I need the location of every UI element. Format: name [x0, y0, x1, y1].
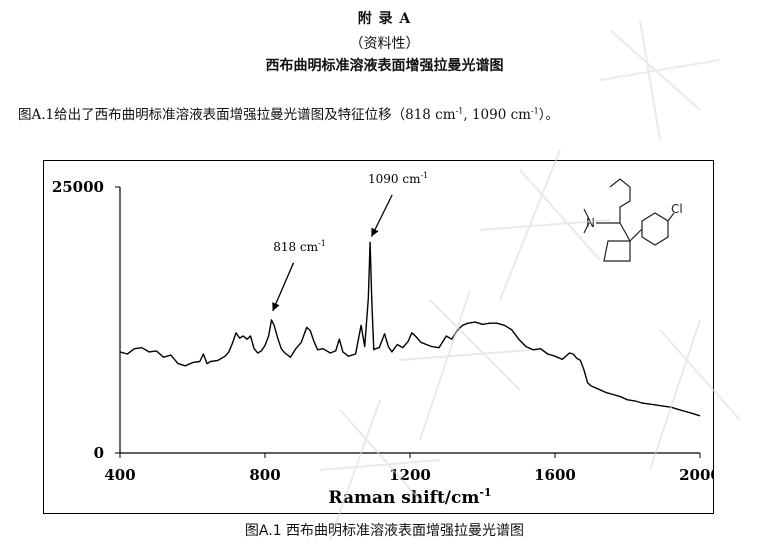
para-sup-1: -1 [455, 106, 464, 116]
annotation-arrowhead [371, 227, 379, 237]
chart-annotations: 818 cm-1 1090 cm-1 [272, 171, 428, 312]
x-tick-label: 1600 [534, 466, 576, 484]
para-text-before: 图A.1给出了西布曲明标准溶液表面增强拉曼光谱图及特征位移（818 cm [18, 107, 456, 123]
x-tick-label: 400 [104, 466, 135, 484]
chart-plot [119, 241, 701, 417]
section-title: 西布曲明标准溶液表面增强拉曼光谱图 [265, 58, 504, 74]
figure-caption: 图A.1 西布曲明标准溶液表面增强拉曼光谱图 [244, 523, 525, 539]
spectrum-line [119, 241, 701, 417]
annotation-arrow [272, 262, 295, 312]
appendix-note: （资料性） [349, 36, 420, 52]
structure-bond-aryl [629, 228, 643, 242]
y-tick-label: 0 [94, 444, 104, 462]
chemical-structure [583, 178, 675, 262]
x-axis-label: Raman shift/cm-1 [328, 486, 491, 508]
structure-benzene-ring [641, 212, 669, 246]
appendix-title: 附 录 A [357, 11, 412, 27]
para-sup-2: -1 [530, 106, 539, 116]
para-text-middle: , 1090 cm [463, 107, 531, 123]
x-tick-label: 800 [249, 466, 280, 484]
intro-paragraph: 图A.1给出了西布曲明标准溶液表面增强拉曼光谱图及特征位移（818 cm-1, … [18, 103, 559, 124]
structure-bonds-chain [609, 178, 631, 223]
structure-cyclobutane [603, 222, 632, 262]
annotation-arrowhead [272, 302, 280, 312]
y-tick-label: 25000 [52, 178, 104, 196]
structure-cl-label: Cl [671, 202, 683, 216]
chart-axes [119, 187, 700, 454]
x-tick-label: 1200 [389, 466, 431, 484]
para-text-after: ）。 [538, 107, 559, 123]
annotation-label: 818 cm-1 [273, 239, 326, 254]
structure-n-label: N [586, 216, 595, 230]
annotation-label: 1090 cm-1 [368, 171, 428, 186]
structure-bond-cl [667, 212, 675, 222]
